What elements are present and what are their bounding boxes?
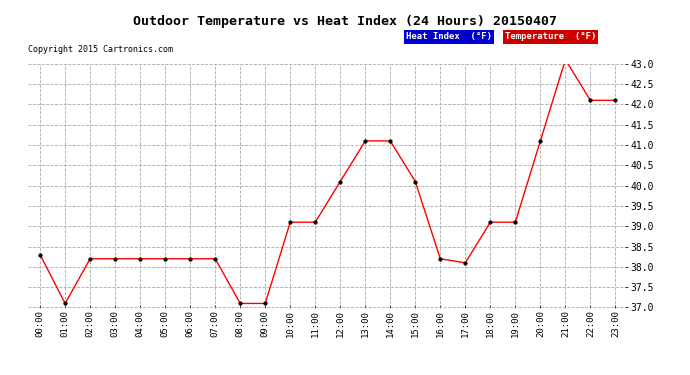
Text: Copyright 2015 Cartronics.com: Copyright 2015 Cartronics.com xyxy=(28,45,172,54)
Text: Temperature  (°F): Temperature (°F) xyxy=(505,32,596,41)
Text: Heat Index  (°F): Heat Index (°F) xyxy=(406,32,492,41)
Text: Outdoor Temperature vs Heat Index (24 Hours) 20150407: Outdoor Temperature vs Heat Index (24 Ho… xyxy=(133,15,557,28)
